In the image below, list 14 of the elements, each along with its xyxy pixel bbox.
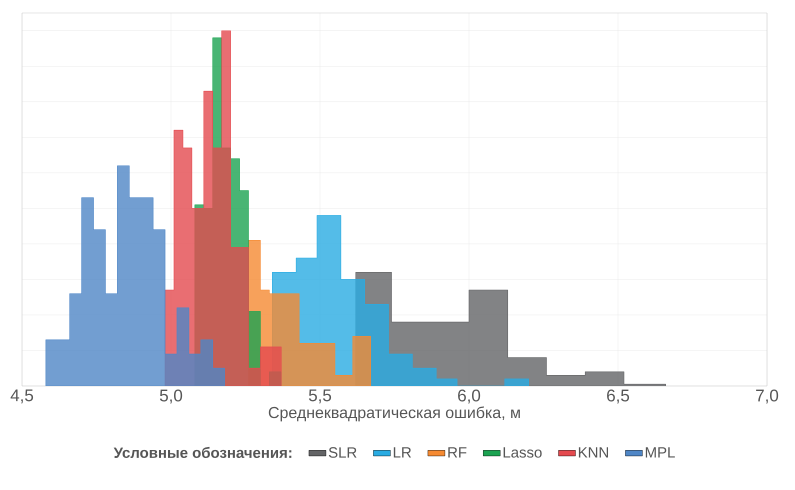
legend-title: Условные обозначения: [114,446,292,458]
x-tick-label: 5,0 [160,390,182,404]
x-tick-label: 7,0 [756,390,778,404]
legend-label: LR [394,447,412,458]
x-tick-label: 5,5 [308,390,332,404]
legend-label: Lasso [504,447,542,458]
legend-label: RF [448,447,466,458]
legend-label: KNN [578,447,608,458]
legend-label: MPL [646,447,675,458]
x-tick-label: 4,5 [10,390,34,404]
x-axis-title: Среднеквадратическая ошибка, м [268,406,520,422]
x-tick-label: 6,0 [458,390,480,404]
x-tick-label: 6,5 [607,390,630,404]
legend-label: SLR [328,447,357,458]
